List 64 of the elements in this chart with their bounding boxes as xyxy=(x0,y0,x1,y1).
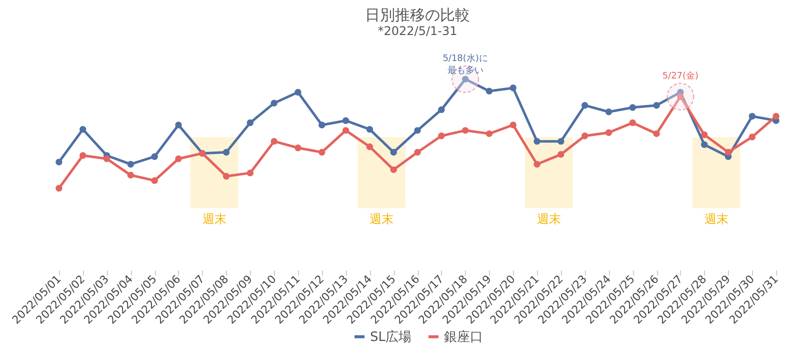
point xyxy=(510,122,516,128)
point xyxy=(103,155,110,162)
band-label: 週末 xyxy=(704,212,728,226)
point xyxy=(534,160,540,168)
point xyxy=(390,148,397,156)
legend-label: 銀座口 xyxy=(444,328,483,345)
point xyxy=(246,170,254,176)
point xyxy=(318,122,326,128)
point xyxy=(175,155,182,162)
annotation: 5/27(金) xyxy=(662,70,699,82)
point xyxy=(605,129,612,136)
point xyxy=(486,130,493,138)
point xyxy=(246,119,254,126)
point xyxy=(724,148,732,156)
band-label: 週末 xyxy=(370,212,394,226)
point xyxy=(222,172,230,180)
point xyxy=(127,172,134,178)
point xyxy=(629,119,636,126)
chart-subtitle: *2022/5/1-31 xyxy=(378,24,458,38)
point xyxy=(510,84,516,92)
chart-title: 日別推移の比較 xyxy=(365,6,470,24)
point xyxy=(486,88,493,95)
point xyxy=(342,127,350,134)
point xyxy=(366,126,374,133)
point xyxy=(605,108,612,116)
annotation: 5/18(水)に最も多い xyxy=(442,53,488,76)
point xyxy=(151,177,158,184)
point xyxy=(56,184,62,192)
point xyxy=(629,104,636,111)
point xyxy=(151,153,158,160)
legend-label: SL広場 xyxy=(370,328,412,345)
point xyxy=(748,134,756,140)
point xyxy=(772,112,780,120)
point xyxy=(366,143,374,150)
point xyxy=(462,127,469,134)
band-label: 週末 xyxy=(536,212,561,226)
point xyxy=(390,166,397,174)
point xyxy=(700,131,708,138)
point xyxy=(700,141,708,148)
point xyxy=(270,138,278,145)
point xyxy=(294,144,302,152)
point xyxy=(558,151,564,158)
point xyxy=(748,112,756,120)
point xyxy=(80,152,86,159)
point xyxy=(534,138,540,145)
point xyxy=(175,122,182,128)
point xyxy=(581,132,588,140)
point xyxy=(438,132,445,140)
band-label: 週末 xyxy=(202,212,226,226)
point xyxy=(653,102,660,109)
point xyxy=(56,158,62,166)
point xyxy=(558,138,564,145)
point xyxy=(414,127,421,134)
point xyxy=(438,106,445,114)
point xyxy=(80,126,86,133)
point xyxy=(127,160,134,168)
point xyxy=(414,148,421,156)
point xyxy=(270,100,278,107)
point xyxy=(581,102,588,109)
point xyxy=(222,148,230,156)
point xyxy=(294,88,302,96)
point xyxy=(342,117,350,124)
point xyxy=(318,148,326,156)
point xyxy=(653,130,660,138)
